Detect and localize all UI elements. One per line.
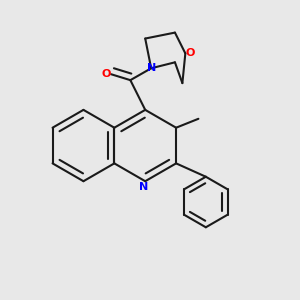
Text: N: N — [139, 182, 148, 192]
Text: O: O — [185, 48, 194, 59]
Text: N: N — [146, 63, 156, 73]
Text: O: O — [102, 69, 111, 79]
